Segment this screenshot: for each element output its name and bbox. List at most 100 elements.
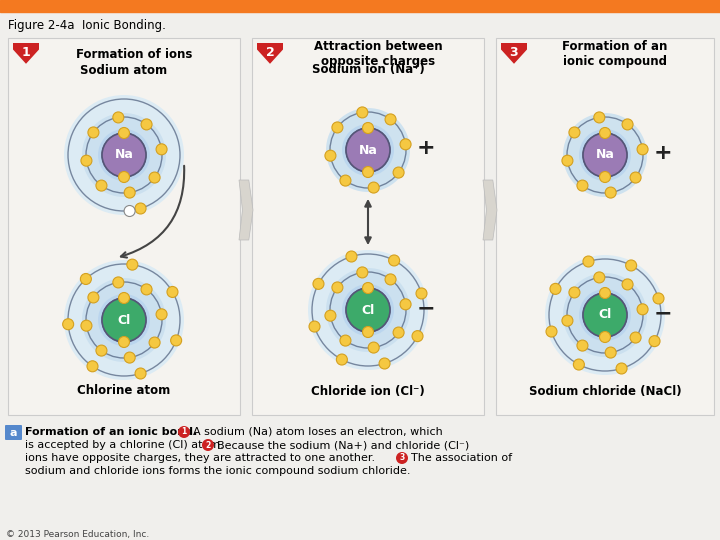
Text: The association of: The association of xyxy=(411,453,512,463)
Circle shape xyxy=(630,172,641,183)
Circle shape xyxy=(606,347,616,358)
Circle shape xyxy=(96,180,107,191)
Circle shape xyxy=(98,294,150,346)
Circle shape xyxy=(606,187,616,198)
Circle shape xyxy=(400,139,411,150)
Circle shape xyxy=(141,284,152,295)
Circle shape xyxy=(583,256,594,267)
Circle shape xyxy=(573,359,585,370)
Bar xyxy=(0,0,720,12)
Circle shape xyxy=(63,319,73,330)
Circle shape xyxy=(119,127,130,138)
Text: is accepted by a chlorine (Cl) atom.: is accepted by a chlorine (Cl) atom. xyxy=(25,440,224,450)
Circle shape xyxy=(332,282,343,293)
Circle shape xyxy=(600,127,611,138)
Circle shape xyxy=(178,426,190,438)
Circle shape xyxy=(87,361,98,372)
Circle shape xyxy=(141,119,152,130)
Circle shape xyxy=(82,113,166,197)
Circle shape xyxy=(562,315,573,326)
Text: Sodium atom: Sodium atom xyxy=(81,64,168,77)
Text: Because the sodium (Na+) and chloride (Cl⁻): Because the sodium (Na+) and chloride (C… xyxy=(217,440,469,450)
Circle shape xyxy=(342,284,394,336)
Text: Cl: Cl xyxy=(598,308,611,321)
Circle shape xyxy=(119,293,130,303)
Circle shape xyxy=(167,286,178,298)
Circle shape xyxy=(202,439,214,451)
Circle shape xyxy=(346,128,390,172)
Circle shape xyxy=(82,278,166,362)
Circle shape xyxy=(385,114,396,125)
Text: Figure 2-4a  Ionic Bonding.: Figure 2-4a Ionic Bonding. xyxy=(8,18,166,31)
Circle shape xyxy=(600,332,611,342)
Circle shape xyxy=(385,274,396,285)
Text: Cl: Cl xyxy=(361,303,374,316)
Circle shape xyxy=(362,282,374,294)
Text: Sodium ion (Na⁺): Sodium ion (Na⁺) xyxy=(312,64,424,77)
Bar xyxy=(8,38,240,415)
Circle shape xyxy=(563,113,647,197)
Circle shape xyxy=(562,155,573,166)
Text: Chlorine atom: Chlorine atom xyxy=(77,384,171,397)
Polygon shape xyxy=(13,43,39,64)
Circle shape xyxy=(379,358,390,369)
Circle shape xyxy=(362,327,374,338)
Circle shape xyxy=(171,335,181,346)
Text: Na: Na xyxy=(359,144,377,157)
Circle shape xyxy=(616,363,627,374)
Circle shape xyxy=(637,304,648,315)
Circle shape xyxy=(88,127,99,138)
Circle shape xyxy=(400,299,411,310)
Circle shape xyxy=(577,340,588,351)
Circle shape xyxy=(626,260,636,271)
Circle shape xyxy=(550,284,561,294)
Circle shape xyxy=(309,321,320,332)
Circle shape xyxy=(396,452,408,464)
Circle shape xyxy=(64,260,184,380)
Circle shape xyxy=(326,268,410,352)
Circle shape xyxy=(346,251,357,262)
Text: Na: Na xyxy=(114,148,133,161)
Polygon shape xyxy=(501,43,527,64)
Circle shape xyxy=(98,129,150,181)
Circle shape xyxy=(81,273,91,285)
Text: +: + xyxy=(417,138,436,158)
Text: 1: 1 xyxy=(181,428,186,436)
Circle shape xyxy=(368,182,379,193)
Circle shape xyxy=(156,309,167,320)
Bar xyxy=(496,38,714,415)
Circle shape xyxy=(81,320,92,331)
Circle shape xyxy=(393,327,404,338)
Text: −: − xyxy=(417,298,436,318)
Text: Sodium chloride (NaCl): Sodium chloride (NaCl) xyxy=(528,384,681,397)
Circle shape xyxy=(340,175,351,186)
Text: a: a xyxy=(10,428,17,437)
Circle shape xyxy=(594,112,605,123)
Circle shape xyxy=(332,122,343,133)
Circle shape xyxy=(127,259,138,270)
Circle shape xyxy=(630,332,641,343)
Circle shape xyxy=(119,336,130,348)
Circle shape xyxy=(308,250,428,370)
Text: Chloride ion (Cl⁻): Chloride ion (Cl⁻) xyxy=(311,384,425,397)
Polygon shape xyxy=(239,180,253,240)
Circle shape xyxy=(600,287,611,299)
Polygon shape xyxy=(257,43,283,64)
Circle shape xyxy=(649,336,660,347)
Circle shape xyxy=(622,119,633,130)
Circle shape xyxy=(113,112,124,123)
Text: A sodium (Na) atom loses an electron, which: A sodium (Na) atom loses an electron, wh… xyxy=(193,427,443,437)
Text: Formation of an
ionic compound: Formation of an ionic compound xyxy=(562,39,667,69)
Circle shape xyxy=(362,123,374,133)
Circle shape xyxy=(81,155,92,166)
Circle shape xyxy=(325,150,336,161)
Circle shape xyxy=(577,180,588,191)
Circle shape xyxy=(156,144,167,155)
Circle shape xyxy=(342,124,394,176)
Text: Na: Na xyxy=(595,148,614,161)
Circle shape xyxy=(622,279,633,290)
Circle shape xyxy=(124,206,135,217)
Text: 3: 3 xyxy=(400,454,405,462)
Circle shape xyxy=(653,293,664,304)
Circle shape xyxy=(124,352,135,363)
